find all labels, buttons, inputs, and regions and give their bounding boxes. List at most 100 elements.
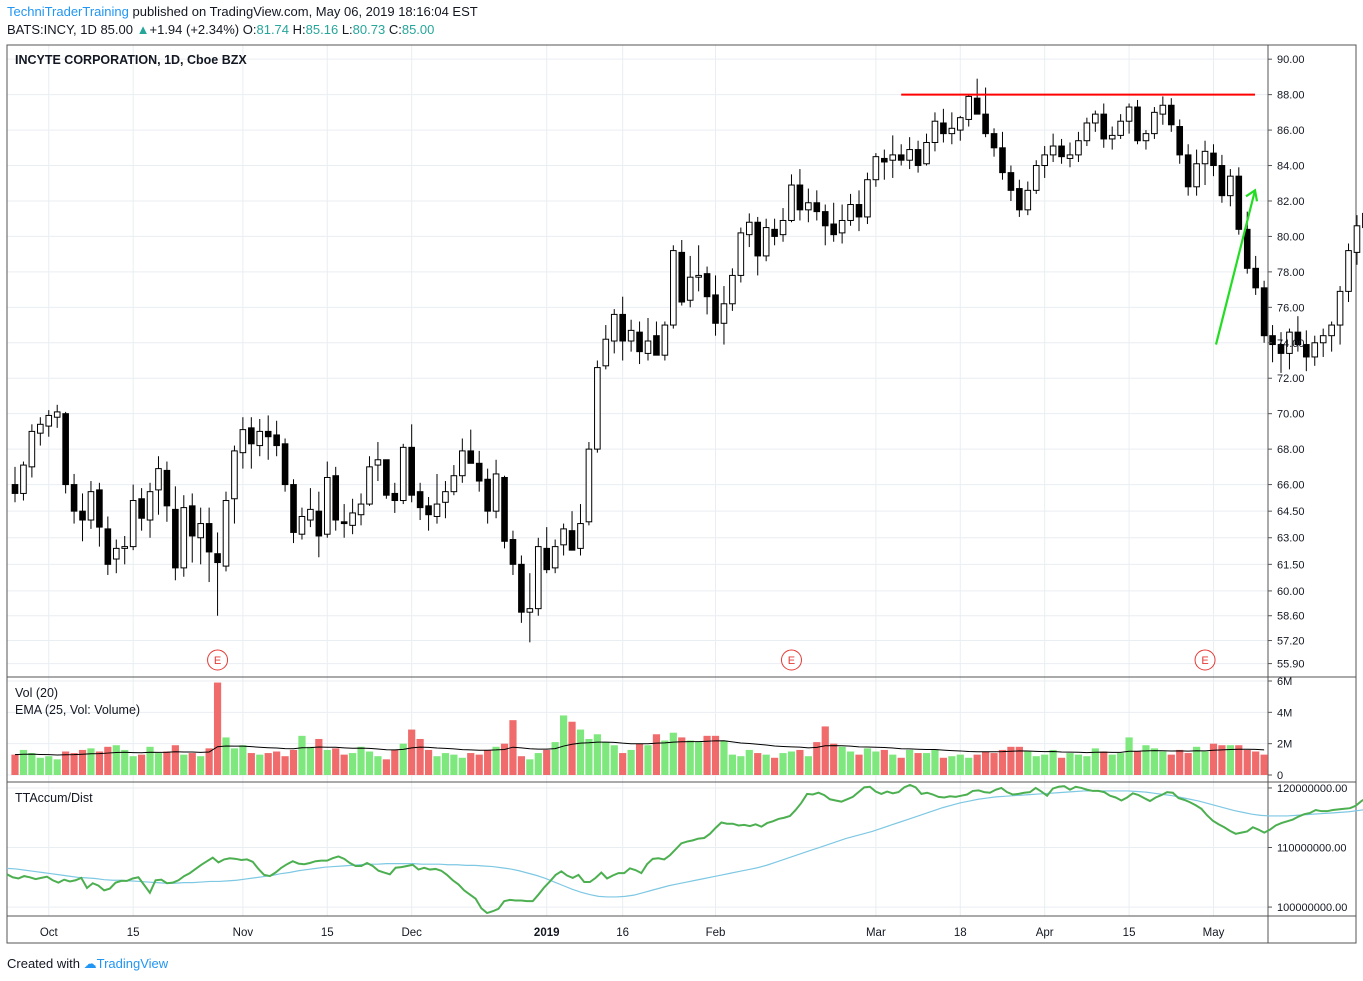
volume-bar[interactable]: [247, 753, 255, 775]
volume-bar[interactable]: [998, 749, 1007, 775]
volume-bar[interactable]: [602, 742, 610, 775]
volume-bar[interactable]: [1049, 749, 1057, 775]
candle-body[interactable]: [543, 547, 551, 571]
candle-body[interactable]: [70, 484, 78, 512]
candle-body[interactable]: [1328, 324, 1335, 337]
volume-bar[interactable]: [374, 756, 382, 775]
volume-bar[interactable]: [863, 748, 872, 775]
candle-body[interactable]: [248, 427, 255, 445]
volume-bar[interactable]: [500, 743, 509, 775]
volume-bar[interactable]: [1100, 751, 1108, 776]
candle-body[interactable]: [686, 276, 694, 301]
candle-body[interactable]: [87, 491, 95, 521]
candle-body[interactable]: [442, 491, 449, 503]
candle-body[interactable]: [484, 478, 491, 512]
volume-bar[interactable]: [1091, 748, 1099, 775]
volume-bar[interactable]: [914, 753, 922, 775]
candle-body[interactable]: [805, 202, 812, 211]
candle-body[interactable]: [1184, 154, 1192, 188]
volume-bar[interactable]: [36, 757, 44, 775]
candle-body[interactable]: [1134, 106, 1141, 142]
candle-body[interactable]: [1227, 175, 1234, 197]
volume-bar[interactable]: [576, 729, 585, 775]
candle-body[interactable]: [459, 450, 466, 477]
volume-bar[interactable]: [838, 746, 846, 775]
candle-body[interactable]: [1058, 145, 1065, 158]
candle-body[interactable]: [661, 324, 669, 356]
candle-body[interactable]: [408, 446, 415, 496]
volume-bar[interactable]: [1007, 746, 1015, 775]
candle-body[interactable]: [450, 475, 458, 493]
candle-body[interactable]: [678, 251, 686, 303]
candle-body[interactable]: [1193, 163, 1200, 188]
candle-body[interactable]: [999, 147, 1006, 174]
volume-bar[interactable]: [323, 749, 331, 775]
volume-bar[interactable]: [441, 753, 450, 775]
candle-body[interactable]: [636, 331, 643, 353]
candle-body[interactable]: [501, 476, 508, 542]
earnings-marker[interactable]: [780, 649, 802, 671]
candle-body[interactable]: [1159, 104, 1167, 115]
volume-bar[interactable]: [408, 729, 416, 775]
candle-body[interactable]: [79, 510, 86, 521]
volume-bar[interactable]: [619, 753, 627, 775]
candle-body[interactable]: [290, 484, 297, 533]
volume-panel[interactable]: [11, 682, 1268, 776]
volume-bar[interactable]: [534, 753, 542, 775]
volume-bar[interactable]: [982, 751, 990, 776]
volume-bar[interactable]: [1260, 754, 1268, 775]
volume-bar[interactable]: [948, 756, 956, 775]
volume-bar[interactable]: [424, 749, 433, 775]
candle-body[interactable]: [1117, 120, 1124, 136]
candle-body[interactable]: [1016, 188, 1023, 211]
volume-bar[interactable]: [1150, 748, 1158, 775]
candle-body[interactable]: [492, 473, 500, 512]
candle-body[interactable]: [298, 515, 306, 535]
volume-bar[interactable]: [450, 754, 458, 775]
volume-bar[interactable]: [1074, 754, 1083, 775]
volume-bar[interactable]: [830, 743, 838, 775]
volume-bar[interactable]: [593, 734, 601, 775]
volume-bar[interactable]: [661, 740, 669, 775]
candle-body[interactable]: [729, 274, 736, 305]
candle-body[interactable]: [281, 443, 289, 486]
volume-bar[interactable]: [686, 740, 694, 775]
candle-body[interactable]: [1201, 150, 1209, 165]
candle-body[interactable]: [864, 179, 871, 218]
candle-body[interactable]: [534, 546, 542, 610]
candle-body[interactable]: [374, 459, 382, 466]
candle-body[interactable]: [526, 608, 534, 613]
candle-body[interactable]: [475, 462, 483, 482]
volume-bar[interactable]: [306, 746, 314, 775]
candle-body[interactable]: [737, 232, 745, 276]
volume-bar[interactable]: [188, 753, 196, 775]
candle-body[interactable]: [366, 466, 373, 505]
volume-bar[interactable]: [28, 753, 36, 775]
candle-body[interactable]: [1007, 172, 1015, 191]
candle-body[interactable]: [307, 508, 314, 521]
volume-bar[interactable]: [230, 748, 239, 775]
candle-body[interactable]: [973, 97, 981, 115]
volume-bar[interactable]: [239, 745, 247, 775]
candle-body[interactable]: [1083, 122, 1091, 142]
volume-bar[interactable]: [433, 756, 441, 775]
volume-bar[interactable]: [1176, 749, 1184, 775]
candle-body[interactable]: [712, 294, 719, 324]
candle-body[interactable]: [273, 434, 280, 447]
candle-body[interactable]: [1075, 140, 1082, 156]
volume-bar[interactable]: [349, 753, 357, 775]
volume-bar[interactable]: [391, 749, 399, 775]
volume-bar[interactable]: [889, 754, 897, 775]
candle-body[interactable]: [897, 154, 905, 161]
volume-bar[interactable]: [644, 745, 652, 775]
volume-bar[interactable]: [475, 754, 483, 775]
candle-body[interactable]: [399, 446, 407, 502]
volume-bar[interactable]: [416, 738, 424, 775]
candle-body[interactable]: [256, 430, 264, 447]
volume-bar[interactable]: [399, 743, 407, 775]
candle-body[interactable]: [509, 539, 517, 565]
volume-bar[interactable]: [1218, 745, 1226, 775]
candle-body[interactable]: [425, 505, 432, 516]
volume-bar[interactable]: [1066, 753, 1074, 775]
candle-body[interactable]: [982, 113, 989, 135]
